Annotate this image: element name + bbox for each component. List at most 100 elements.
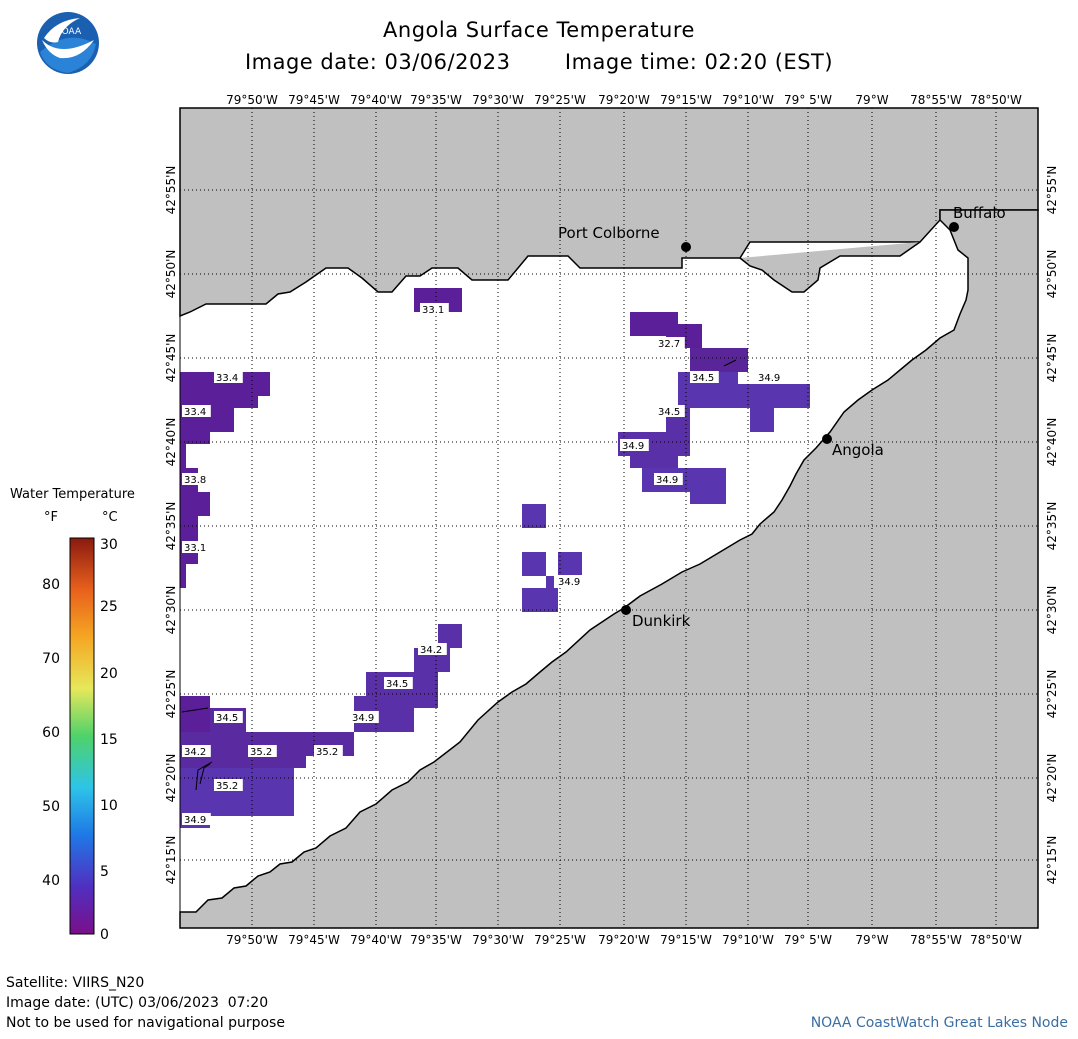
lon-tick-top: 79°45'W xyxy=(288,93,340,107)
sst-pixels xyxy=(180,288,810,828)
lon-tick-top: 79°30'W xyxy=(472,93,524,107)
lat-tick-left: 42°45'N xyxy=(164,334,178,383)
lat-tick-right: 42°25'N xyxy=(1045,670,1059,719)
temp-label: 33.1 xyxy=(184,543,206,554)
lat-tick-right: 42°50'N xyxy=(1045,250,1059,299)
image-date-time: Image date: 03/06/2023 Image time: 02:20… xyxy=(0,50,1078,74)
temp-label-bg xyxy=(214,779,243,791)
lat-tick-right: 42°35'N xyxy=(1045,502,1059,551)
city-label: Angola xyxy=(832,441,884,459)
temperature-color-bar xyxy=(69,537,95,935)
lon-tick-top: 79°50'W xyxy=(226,93,278,107)
lon-tick-top: 78°50'W xyxy=(970,93,1022,107)
temp-label: 34.5 xyxy=(692,373,714,384)
lat-tick-right: 42°20'N xyxy=(1045,754,1059,803)
legend-tick-f: 70 xyxy=(42,651,60,667)
temp-label: 35.2 xyxy=(316,747,338,758)
temp-label: 34.5 xyxy=(216,713,238,724)
temp-label-bg xyxy=(182,473,211,485)
legend-unit-f: °F xyxy=(44,510,58,525)
footer-utc-date: Image date: (UTC) 03/06/2023 07:20 xyxy=(6,995,269,1011)
city-marker xyxy=(822,434,832,444)
temp-label-bg xyxy=(182,745,211,757)
lon-tick-bottom: 78°50'W xyxy=(970,933,1022,947)
lat-tick-right: 42°55'N xyxy=(1045,166,1059,215)
lat-tick-right: 42°40'N xyxy=(1045,418,1059,467)
lon-tick-bottom: 79° 5'W xyxy=(784,933,832,947)
lat-tick-right: 42°15'N xyxy=(1045,836,1059,885)
legend-tick-c: 10 xyxy=(100,798,118,814)
footer-satellite: Satellite: VIIRS_N20 xyxy=(6,975,145,991)
lon-tick-bottom: 79°20'W xyxy=(598,933,650,947)
temp-label: 34.2 xyxy=(420,645,442,656)
lon-tick-top: 79°15'W xyxy=(660,93,712,107)
lon-tick-top: 79°25'W xyxy=(534,93,586,107)
temp-label: 34.9 xyxy=(656,475,678,486)
temp-label: 34.5 xyxy=(386,679,408,690)
city-marker xyxy=(949,222,959,232)
legend-tick-f: 40 xyxy=(42,873,60,889)
temp-label: 35.2 xyxy=(216,781,238,792)
noaa-logo-text: NOAA xyxy=(55,27,82,37)
legend-tick-c: 25 xyxy=(100,599,118,615)
city-marker xyxy=(621,605,631,615)
legend-tick-c: 15 xyxy=(100,732,118,748)
lat-tick-left: 42°25'N xyxy=(164,670,178,719)
temp-label-bg xyxy=(182,405,211,417)
temp-label: 34.9 xyxy=(758,373,780,384)
lon-tick-bottom: 79°40'W xyxy=(350,933,402,947)
temp-label-bg xyxy=(350,711,379,723)
lon-tick-bottom: 79°30'W xyxy=(472,933,524,947)
lon-tick-top: 79°10'W xyxy=(722,93,774,107)
lon-tick-top: 79°W xyxy=(855,93,888,107)
temp-label-bg xyxy=(420,303,449,315)
lon-tick-bottom: 79°45'W xyxy=(288,933,340,947)
map-title: Angola Surface Temperature xyxy=(383,18,695,42)
footer-credit: NOAA CoastWatch Great Lakes Node xyxy=(810,1015,1068,1031)
city-label: Dunkirk xyxy=(632,612,691,630)
temp-label-bg xyxy=(214,711,243,723)
temp-label: 34.9 xyxy=(352,713,374,724)
city-label: Buffalo xyxy=(953,204,1006,222)
legend-tick-c: 0 xyxy=(100,927,109,943)
lat-tick-right: 42°45'N xyxy=(1045,334,1059,383)
land-north xyxy=(179,107,1039,318)
city-marker xyxy=(681,242,691,252)
temp-label: 35.2 xyxy=(250,747,272,758)
lon-tick-bottom: 79°W xyxy=(855,933,888,947)
temp-label-bg xyxy=(620,439,649,451)
temp-label-bg xyxy=(314,745,343,757)
temp-label-bg xyxy=(182,541,211,553)
temp-label: 33.4 xyxy=(216,373,238,384)
lat-tick-left: 42°55'N xyxy=(164,166,178,215)
lon-tick-bottom: 78°55'W xyxy=(910,933,962,947)
temp-label: 34.9 xyxy=(622,441,644,452)
city-label: Port Colborne xyxy=(558,224,660,242)
temp-label-bg xyxy=(654,473,683,485)
lon-tick-bottom: 79°10'W xyxy=(722,933,774,947)
legend-tick-c: 5 xyxy=(100,864,109,880)
lon-tick-top: 79° 5'W xyxy=(784,93,832,107)
legend-title: Water Temperature xyxy=(10,487,135,502)
noaa-logo: NOAA xyxy=(37,12,99,74)
lon-tick-top: 79°40'W xyxy=(350,93,402,107)
temp-label: 34.9 xyxy=(184,815,206,826)
temp-label-bg xyxy=(418,643,447,655)
temp-label-bg xyxy=(214,371,243,383)
legend-tick-f: 50 xyxy=(42,799,60,815)
temp-label-bg xyxy=(384,677,413,689)
temp-label: 32.7 xyxy=(658,339,680,350)
lat-tick-left: 42°15'N xyxy=(164,836,178,885)
image-date-label: Image date: 03/06/2023 xyxy=(244,50,511,74)
temp-label-bg xyxy=(248,745,277,757)
lat-tick-left: 42°20'N xyxy=(164,754,178,803)
image-time-label: Image time: 02:20 (EST) xyxy=(564,50,834,74)
lon-tick-top: 78°55'W xyxy=(910,93,962,107)
temp-label: 34.2 xyxy=(184,747,206,758)
lon-tick-bottom: 79°15'W xyxy=(660,933,712,947)
temp-label: 34.5 xyxy=(658,407,680,418)
lon-tick-bottom: 79°25'W xyxy=(534,933,586,947)
temp-label-bg xyxy=(690,371,719,383)
lat-tick-left: 42°40'N xyxy=(164,418,178,467)
